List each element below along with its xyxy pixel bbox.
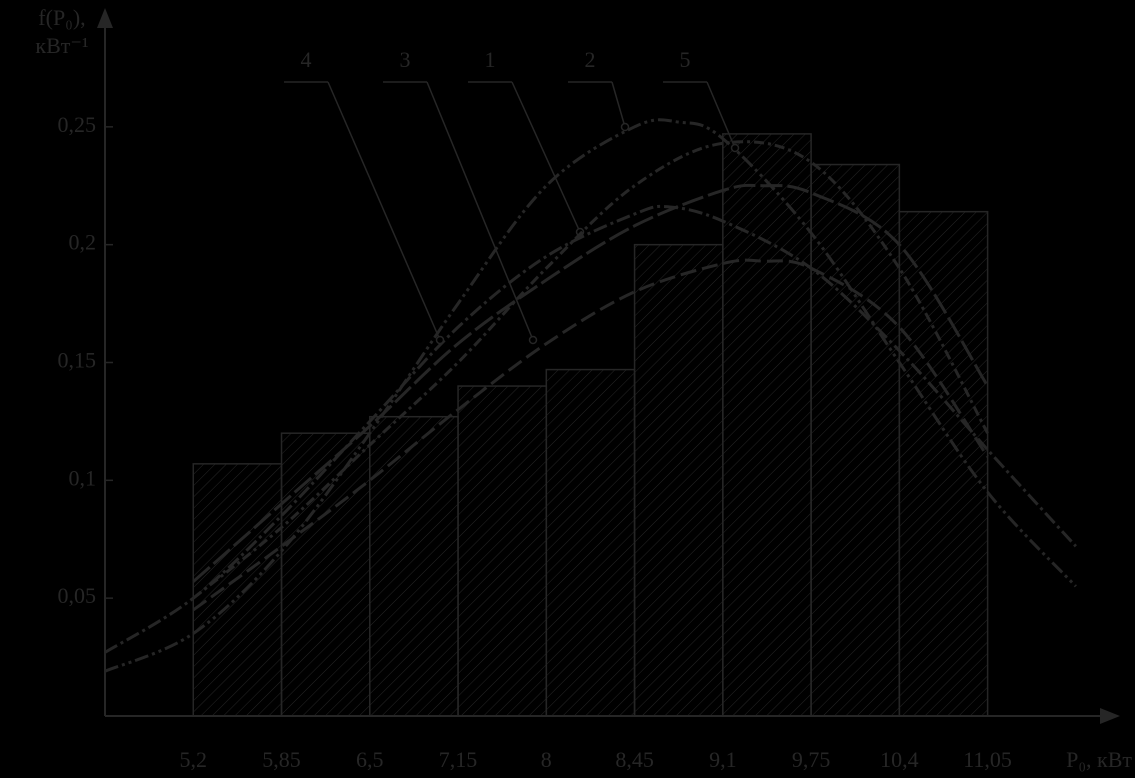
- leader-line: [611, 81, 626, 128]
- curve: [104, 118, 1077, 673]
- legend-label: 2: [585, 47, 596, 72]
- x-tick-label: 10,4: [880, 747, 919, 772]
- legend-label: 4: [301, 47, 312, 72]
- bar: [898, 210, 989, 717]
- leader-line: [511, 81, 581, 233]
- y-label: f(P₀),: [38, 5, 85, 30]
- y-tick-label: 0,05: [58, 583, 97, 608]
- curve: [192, 258, 989, 612]
- x-tick-label: 11,05: [963, 747, 1012, 772]
- x-label: P₀, кВт: [1066, 747, 1132, 772]
- y-arrow: [97, 8, 113, 28]
- bar: [810, 163, 901, 717]
- bar: [280, 432, 371, 717]
- legend-label: 5: [680, 47, 691, 72]
- leader-dot: [435, 335, 445, 345]
- x-tick-label: 5,2: [180, 747, 208, 772]
- leader-dot: [528, 335, 538, 345]
- x-arrow: [1100, 708, 1120, 724]
- x-tick-label: 5,85: [262, 747, 301, 772]
- curve: [192, 183, 989, 583]
- x-tick-label: 8: [541, 747, 552, 772]
- leader-line: [706, 81, 736, 149]
- y-tick-label: 0,25: [58, 112, 97, 137]
- bar: [545, 368, 636, 717]
- bar: [633, 243, 724, 717]
- y-tick-label: 0,15: [58, 348, 97, 373]
- leader-line: [426, 81, 534, 341]
- x-tick-label: 8,45: [615, 747, 654, 772]
- y-tick-label: 0,2: [69, 230, 97, 255]
- y-label: кВт⁻¹: [35, 33, 88, 58]
- bar: [457, 385, 548, 717]
- bar: [722, 133, 812, 717]
- x-tick-label: 9,75: [792, 747, 831, 772]
- y-tick-label: 0,1: [69, 465, 97, 490]
- legend-label: 1: [485, 47, 496, 72]
- curve: [192, 140, 989, 600]
- legend-label: 3: [400, 47, 411, 72]
- bar: [192, 463, 283, 717]
- curve: [104, 204, 1077, 654]
- bar: [369, 415, 459, 717]
- leader-line: [327, 81, 441, 341]
- x-tick-label: 7,15: [439, 747, 478, 772]
- x-tick-label: 6,5: [356, 747, 384, 772]
- x-tick-label: 9,1: [709, 747, 737, 772]
- leader-dot: [730, 143, 740, 153]
- leader-dot: [620, 122, 630, 132]
